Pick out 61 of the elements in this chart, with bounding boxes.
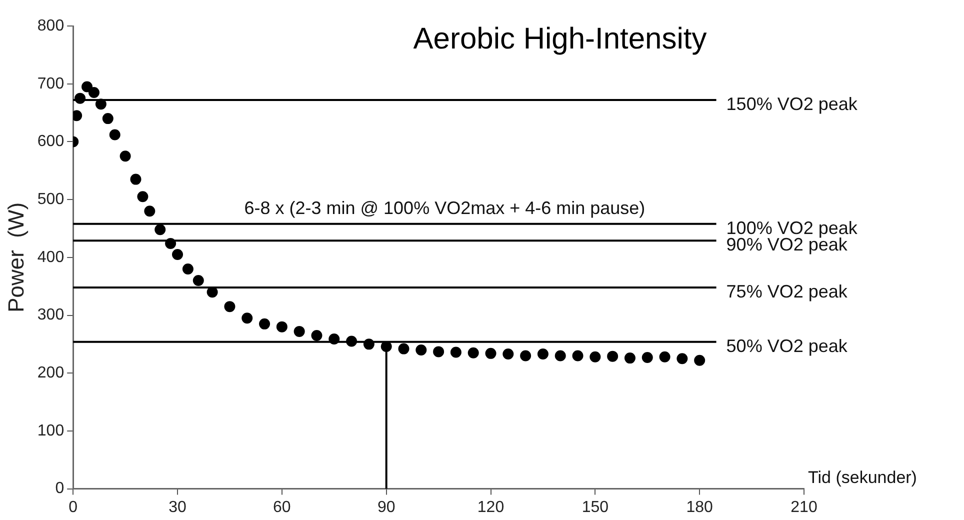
- point: [109, 129, 120, 140]
- point: [311, 330, 322, 341]
- point: [676, 353, 688, 364]
- point: [242, 312, 253, 324]
- y-tick-label: 500: [37, 190, 64, 208]
- point: [502, 348, 514, 360]
- y-tick-label: 300: [37, 306, 64, 324]
- point: [607, 350, 618, 362]
- ref-line-label: 100% VO2 peak: [726, 218, 858, 238]
- y-tick-label: 200: [37, 364, 64, 382]
- point: [624, 352, 636, 364]
- point: [276, 321, 288, 332]
- point: [154, 224, 166, 236]
- x-tick-label: 30: [168, 498, 187, 516]
- point: [642, 352, 653, 363]
- point: [259, 318, 270, 330]
- y-tick-label: 0: [55, 480, 64, 498]
- y-axis-title: Power (W): [3, 202, 28, 312]
- point: [659, 351, 670, 362]
- x-axis-title: Tid (sekunder): [808, 468, 917, 487]
- point: [450, 346, 462, 358]
- point: [102, 113, 114, 124]
- x-tick-label: 120: [477, 498, 504, 516]
- point: [192, 275, 204, 286]
- point: [82, 81, 93, 92]
- point: [120, 150, 131, 162]
- point: [537, 348, 548, 360]
- ref-line-label: 75% VO2 peak: [726, 281, 848, 302]
- y-tick-label: 700: [37, 75, 64, 92]
- point: [694, 354, 706, 366]
- point: [485, 348, 496, 359]
- y-tick-label: 600: [37, 133, 64, 150]
- ref-line-label: 50% VO2 peak: [726, 336, 848, 356]
- x-tick-label: 150: [582, 498, 609, 516]
- x-tick-label: 180: [686, 498, 714, 516]
- point: [416, 344, 427, 356]
- x-tick-label: 60: [273, 498, 291, 516]
- point: [130, 174, 142, 185]
- point: [572, 350, 584, 362]
- point: [137, 191, 148, 202]
- point: [468, 347, 479, 358]
- point: [172, 249, 184, 260]
- y-tick-label: 800: [37, 17, 64, 34]
- x-tick-label: 90: [377, 498, 396, 516]
- y-tick-label: 100: [37, 422, 64, 440]
- point: [144, 206, 156, 217]
- chart-title: Aerobic High-Intensity: [413, 22, 707, 56]
- point: [433, 346, 444, 358]
- ref-line-label: 150% VO2 peak: [726, 94, 858, 114]
- point: [554, 350, 566, 362]
- point: [520, 350, 532, 362]
- point: [224, 301, 236, 312]
- point: [294, 326, 305, 337]
- point: [590, 351, 601, 362]
- point: [398, 343, 410, 354]
- x-tick-label: 210: [790, 498, 818, 516]
- y-tick-label: 400: [37, 248, 64, 266]
- annotation: 6-8 x (2-3 min @ 100% VO2max + 4-6 min pause): [244, 198, 646, 218]
- x-tick-label: 0: [68, 498, 78, 516]
- point: [88, 87, 100, 98]
- point: [182, 263, 194, 274]
